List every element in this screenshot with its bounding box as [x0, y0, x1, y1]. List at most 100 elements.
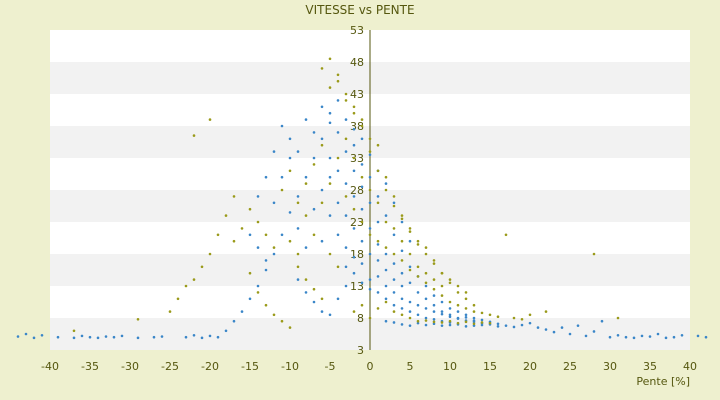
data-point — [384, 284, 388, 288]
data-point — [696, 334, 700, 338]
data-point — [320, 310, 324, 313]
data-point — [224, 329, 228, 333]
data-point — [112, 335, 116, 339]
data-point — [360, 118, 364, 121]
data-point — [256, 284, 260, 288]
data-point — [496, 325, 500, 328]
data-point — [328, 313, 332, 317]
data-point — [416, 303, 420, 307]
data-point — [568, 332, 572, 336]
data-point — [424, 252, 428, 256]
data-point — [416, 265, 420, 269]
data-point — [520, 317, 524, 321]
x-tick-label: -35 — [81, 360, 99, 373]
data-point — [592, 252, 596, 256]
data-point — [376, 169, 380, 173]
data-point — [496, 322, 500, 326]
data-point — [72, 336, 76, 340]
data-point — [408, 252, 412, 256]
data-point — [448, 319, 452, 323]
data-point — [184, 335, 188, 339]
data-point — [600, 319, 604, 323]
data-point — [248, 297, 252, 301]
data-point — [288, 169, 292, 173]
data-point — [360, 220, 364, 224]
data-point — [528, 321, 532, 325]
data-point — [440, 300, 444, 304]
data-point — [592, 330, 596, 333]
data-point — [352, 105, 356, 109]
data-point — [136, 317, 140, 321]
data-point — [88, 335, 92, 339]
data-point — [216, 233, 220, 237]
data-point — [560, 326, 564, 329]
y-tick-label: 8 — [357, 312, 364, 325]
data-point — [416, 319, 420, 323]
data-point — [152, 335, 156, 339]
data-point — [504, 324, 508, 327]
data-point — [192, 134, 196, 137]
data-point — [432, 278, 436, 281]
data-point — [120, 334, 124, 338]
data-point — [312, 300, 316, 304]
data-point — [200, 336, 204, 340]
data-point — [416, 321, 420, 325]
data-point — [344, 195, 348, 198]
data-point — [368, 188, 372, 192]
data-point — [376, 195, 380, 198]
data-point — [304, 278, 308, 281]
data-point — [256, 291, 260, 294]
data-point — [464, 291, 468, 294]
data-point — [304, 175, 308, 179]
data-point — [344, 150, 348, 153]
data-point — [704, 335, 708, 339]
data-point — [232, 319, 236, 323]
data-point — [328, 252, 332, 256]
data-point — [616, 316, 620, 320]
data-point — [376, 239, 380, 243]
data-point — [352, 143, 356, 147]
data-point — [312, 131, 316, 134]
data-point — [272, 313, 276, 317]
data-point — [336, 73, 340, 77]
data-point — [464, 307, 468, 310]
data-point — [368, 252, 372, 256]
data-point — [248, 271, 252, 275]
data-point — [296, 201, 300, 205]
data-point — [432, 287, 436, 291]
y-tick-label: 43 — [350, 88, 364, 101]
data-point — [344, 284, 348, 288]
data-point — [648, 335, 652, 338]
data-point — [336, 201, 340, 205]
x-tick-labels: -40 -35 -30 -25 -20 -15 -10 -5 0 5 10 15 20 25 30 35 40 — [41, 360, 697, 373]
data-point — [456, 317, 460, 320]
x-tick-label: -5 — [325, 360, 336, 373]
data-point — [656, 332, 660, 336]
y-tick-label: 28 — [350, 184, 364, 197]
data-point — [424, 271, 428, 275]
data-point — [272, 201, 276, 205]
data-point — [384, 182, 388, 185]
data-point — [280, 124, 284, 128]
data-point — [312, 233, 316, 237]
data-point — [336, 131, 340, 134]
x-tick-label: -25 — [161, 360, 179, 373]
data-point — [320, 188, 324, 192]
y-tick-label: 13 — [350, 280, 364, 293]
data-point — [416, 243, 420, 246]
x-tick-label: -20 — [201, 360, 219, 373]
data-point — [368, 150, 372, 153]
data-point — [352, 127, 356, 131]
data-point — [200, 265, 204, 269]
data-point — [280, 233, 284, 237]
data-point — [632, 336, 636, 340]
data-point — [272, 246, 276, 249]
data-point — [320, 143, 324, 147]
data-point — [424, 307, 428, 310]
data-point — [512, 316, 516, 320]
data-point — [376, 259, 380, 262]
data-point — [520, 323, 524, 327]
data-point — [408, 239, 412, 243]
data-point — [360, 137, 364, 141]
data-point — [240, 227, 244, 230]
